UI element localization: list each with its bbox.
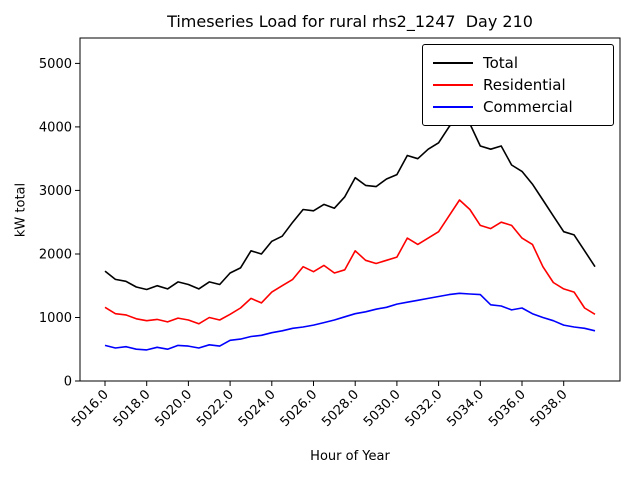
legend-line-total: [433, 62, 473, 64]
x-tick-label: 5032.0: [403, 387, 446, 430]
x-tick-label: 5020.0: [152, 387, 195, 430]
series-residential-line: [104, 199, 596, 325]
y-tick-label: 2000: [39, 248, 72, 263]
x-tick-label: 5030.0: [361, 387, 404, 430]
x-tick-label: 5022.0: [194, 387, 237, 430]
x-tick-label: 5026.0: [278, 387, 321, 430]
x-axis-label: Hour of Year: [310, 449, 390, 464]
plot-border: [79, 37, 621, 382]
x-tick-label: 5018.0: [111, 387, 154, 430]
series-commercial-line: [104, 292, 596, 351]
y-tick-label: 3000: [39, 184, 72, 199]
x-tick-label: 5016.0: [69, 387, 112, 430]
legend-item-residential: Residential: [433, 74, 603, 96]
y-tick-label: 1000: [39, 311, 72, 326]
legend-item-total: Total: [433, 52, 603, 74]
legend-line-residential: [433, 84, 473, 86]
y-tick-label: 0: [64, 375, 72, 390]
legend-item-commercial: Commercial: [433, 96, 603, 118]
legend-label-residential: Residential: [483, 76, 566, 94]
x-tick-label: 5034.0: [444, 387, 487, 430]
legend-line-commercial: [433, 106, 473, 108]
chart-title: Timeseries Load for rural rhs2_1247 Day …: [167, 12, 533, 31]
x-tick-label: 5024.0: [236, 387, 279, 430]
x-tick-label: 5038.0: [528, 387, 571, 430]
y-tick-label: 4000: [39, 120, 72, 135]
x-tick-label: 5036.0: [486, 387, 529, 430]
y-tick-label: 5000: [39, 57, 72, 72]
legend-label-commercial: Commercial: [483, 98, 573, 116]
legend: Total Residential Commercial: [422, 44, 614, 126]
x-tick-label: 5028.0: [319, 387, 362, 430]
legend-label-total: Total: [483, 54, 519, 72]
series-total-line: [104, 113, 596, 291]
